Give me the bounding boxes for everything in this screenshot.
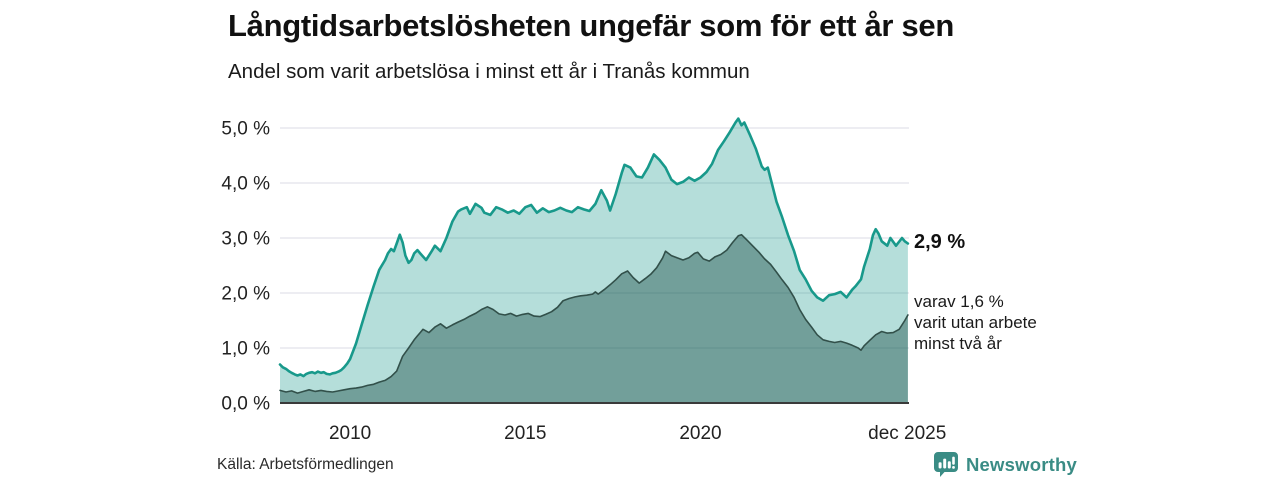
newsworthy-bubble-chart-icon xyxy=(934,452,958,477)
svg-text:2015: 2015 xyxy=(504,423,546,444)
newsworthy-logo: Newsworthy xyxy=(933,451,1077,478)
svg-text:dec 2025: dec 2025 xyxy=(868,423,946,444)
total-area xyxy=(280,118,908,403)
svg-text:4,0 %: 4,0 % xyxy=(221,174,270,195)
svg-text:1,0 %: 1,0 % xyxy=(221,339,270,360)
svg-text:5,0 %: 5,0 % xyxy=(221,119,270,140)
two-year-area xyxy=(280,234,908,403)
latest-value-label: 2,9 % xyxy=(914,231,966,253)
svg-text:3,0 %: 3,0 % xyxy=(221,229,270,250)
y-axis-labels: 0,0 % 1,0 % 2,0 % 3,0 % 4,0 % 5,0 % xyxy=(221,119,270,415)
source-note: Källa: Arbetsförmedlingen xyxy=(217,456,394,473)
brand-name: Newsworthy xyxy=(966,453,1077,475)
total-line xyxy=(278,117,910,378)
svg-text:2,0 %: 2,0 % xyxy=(221,284,270,305)
two-year-line xyxy=(279,233,909,394)
svg-text:2020: 2020 xyxy=(679,423,721,444)
svg-text:0,0 %: 0,0 % xyxy=(221,394,270,415)
x-axis-labels: 2010 2015 2020 dec 2025 xyxy=(329,423,946,444)
page-title: Långtidsarbetslösheten ungefär som för e… xyxy=(228,8,955,43)
svg-text:2010: 2010 xyxy=(329,423,371,444)
chart-subtitle: Andel som varit arbetslösa i minst ett å… xyxy=(228,60,750,83)
two-year-value-label: varav 1,6 % varit utan arbete minst två … xyxy=(914,292,1037,353)
